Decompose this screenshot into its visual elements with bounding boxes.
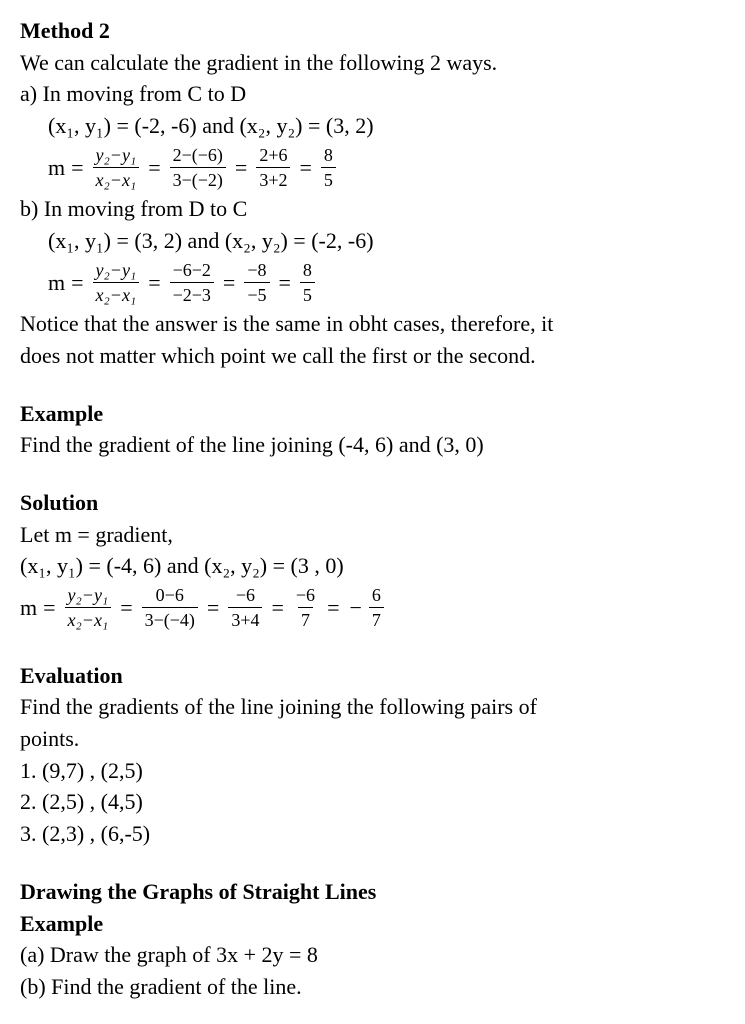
drawing-part-a: (a) Draw the graph of 3x + 2y = 8 [20, 940, 725, 970]
frac: 2+6 3+2 [256, 143, 290, 193]
frac: −8 −5 [244, 258, 269, 308]
solution-points: (x₁, y₁) = (-4, 6) and (x₂, y₂) = (3 , 0… [20, 551, 725, 581]
example-question: Find the gradient of the line joining (-… [20, 430, 725, 460]
evaluation-heading: Evaluation [20, 661, 725, 691]
frac: 6 7 [369, 583, 384, 633]
num: −6 [293, 583, 318, 607]
equals: = [299, 153, 311, 183]
den: 5 [300, 282, 315, 307]
frac: 2−(−6) 3−(−2) [170, 143, 226, 193]
solution-let: Let m = gradient, [20, 520, 725, 550]
equals: = [43, 593, 55, 623]
frac: 8 5 [321, 143, 336, 193]
evaluation-item-3: 3. (2,3) , (6,-5) [20, 819, 725, 849]
frac: y₂−y₁ x₂−x₁ [93, 143, 140, 193]
neg-sign: − [349, 593, 361, 623]
part-b-title: b) In moving from D to C [20, 194, 725, 224]
frac: −6 3+4 [228, 583, 262, 633]
drawing-example-heading: Example [20, 909, 725, 939]
num: 2−(−6) [170, 143, 226, 167]
m-label: m [48, 153, 65, 183]
num: 8 [321, 143, 336, 167]
frac: 8 5 [300, 258, 315, 308]
equals: = [71, 268, 83, 298]
num: −6 [233, 583, 258, 607]
frac: 0−6 3−(−4) [142, 583, 198, 633]
evaluation-item-1: 1. (9,7) , (2,5) [20, 756, 725, 786]
num: 8 [300, 258, 315, 282]
method2-intro: We can calculate the gradient in the fol… [20, 48, 725, 78]
evaluation-q1: Find the gradients of the line joining t… [20, 692, 725, 722]
num: −8 [244, 258, 269, 282]
den: 3−(−2) [170, 167, 226, 192]
den: 3+2 [256, 167, 290, 192]
solution-heading: Solution [20, 488, 725, 518]
equals: = [71, 153, 83, 183]
equals: = [223, 268, 235, 298]
drawing-heading: Drawing the Graphs of Straight Lines [20, 877, 725, 907]
num: −6−2 [170, 258, 214, 282]
den: 3−(−4) [142, 607, 198, 632]
frac: −6−2 −2−3 [170, 258, 214, 308]
num: y₂−y₁ [65, 583, 112, 607]
part-a-points: (x₁, y₁) = (-2, -6) and (x₂, y₂) = (3, 2… [48, 111, 725, 141]
m-label: m [20, 593, 37, 623]
equals: = [207, 593, 219, 623]
example-heading: Example [20, 399, 725, 429]
num: y₂−y₁ [93, 143, 140, 167]
equals: = [148, 268, 160, 298]
note-line2: does not matter which point we call the … [20, 341, 725, 371]
num: 2+6 [256, 143, 290, 167]
part-b-equation: m = y₂−y₁ x₂−x₁ = −6−2 −2−3 = −8 −5 = 8 … [48, 258, 725, 308]
part-b-points: (x₁, y₁) = (3, 2) and (x₂, y₂) = (-2, -6… [48, 226, 725, 256]
equals: = [327, 593, 339, 623]
frac: y₂−y₁ x₂−x₁ [65, 583, 112, 633]
evaluation-item-2: 2. (2,5) , (4,5) [20, 787, 725, 817]
den: 7 [298, 607, 313, 632]
den: 5 [321, 167, 336, 192]
frac: −6 7 [293, 583, 318, 633]
equals: = [271, 593, 283, 623]
den: 3+4 [228, 607, 262, 632]
equals: = [120, 593, 132, 623]
note-line1: Notice that the answer is the same in ob… [20, 309, 725, 339]
den: −2−3 [170, 282, 214, 307]
equals: = [235, 153, 247, 183]
den: x₂−x₁ [65, 607, 112, 632]
num: 0−6 [153, 583, 187, 607]
part-a-title: a) In moving from C to D [20, 79, 725, 109]
drawing-part-b: (b) Find the gradient of the line. [20, 972, 725, 1002]
equals: = [148, 153, 160, 183]
part-a-equation: m = y₂−y₁ x₂−x₁ = 2−(−6) 3−(−2) = 2+6 3+… [48, 143, 725, 193]
den: x₂−x₁ [93, 167, 140, 192]
method2-heading: Method 2 [20, 16, 725, 46]
frac: y₂−y₁ x₂−x₁ [93, 258, 140, 308]
den: −5 [244, 282, 269, 307]
m-label: m [48, 268, 65, 298]
evaluation-q2: points. [20, 724, 725, 754]
den: x₂−x₁ [93, 282, 140, 307]
equals: = [279, 268, 291, 298]
solution-equation: m = y₂−y₁ x₂−x₁ = 0−6 3−(−4) = −6 3+4 = … [20, 583, 725, 633]
num: y₂−y₁ [93, 258, 140, 282]
num: 6 [369, 583, 384, 607]
den: 7 [369, 607, 384, 632]
